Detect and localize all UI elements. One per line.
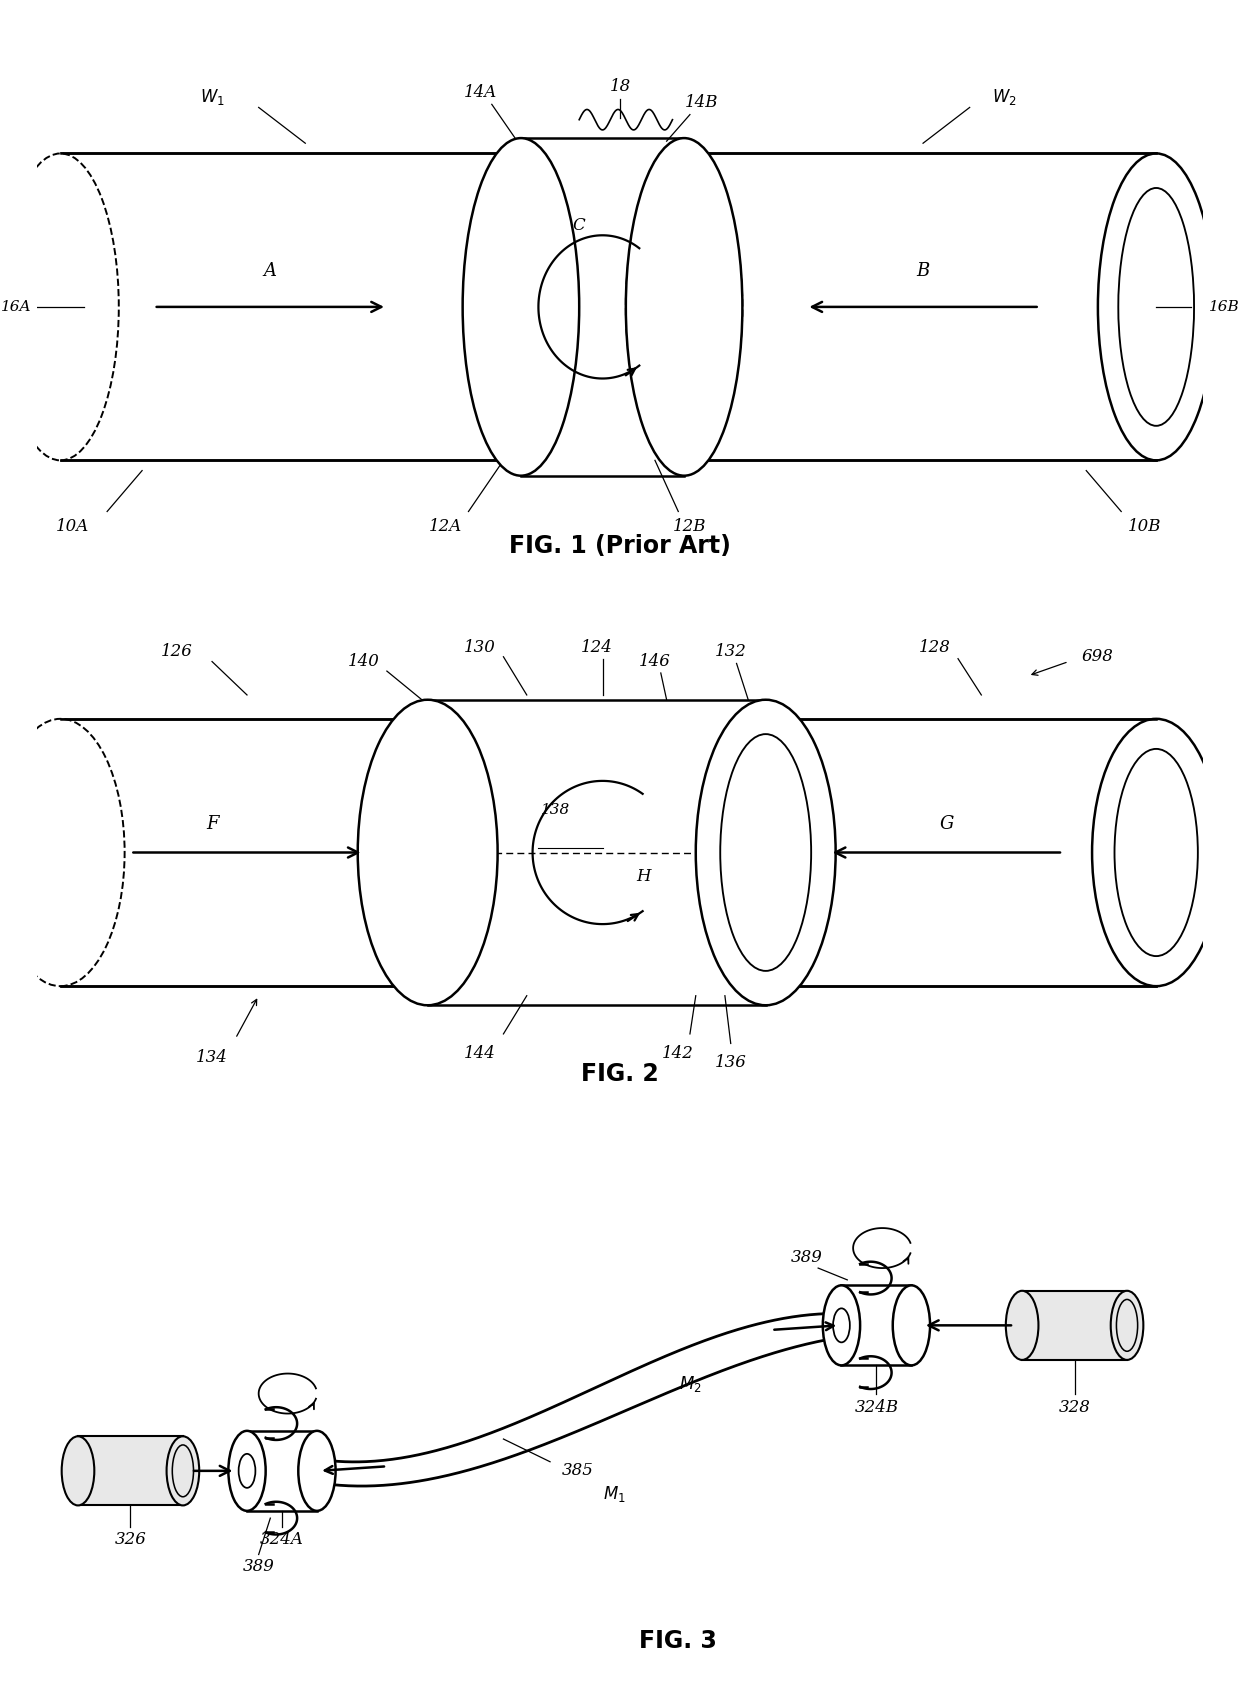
- Text: 142: 142: [662, 1045, 694, 1062]
- Polygon shape: [678, 153, 1156, 460]
- Text: 146: 146: [639, 653, 671, 670]
- Text: 136: 136: [714, 1054, 746, 1071]
- Text: 389: 389: [791, 1248, 822, 1265]
- Text: F: F: [206, 815, 218, 832]
- Text: 698: 698: [1083, 648, 1114, 665]
- Ellipse shape: [166, 1436, 200, 1506]
- Text: 126: 126: [161, 643, 193, 660]
- Text: 12A: 12A: [429, 518, 461, 535]
- Ellipse shape: [1116, 1299, 1137, 1352]
- Text: $M_2$: $M_2$: [678, 1374, 702, 1395]
- Text: 128: 128: [919, 639, 951, 656]
- Polygon shape: [521, 138, 684, 476]
- Ellipse shape: [823, 1286, 861, 1366]
- Text: 324B: 324B: [854, 1398, 899, 1415]
- Text: 385: 385: [562, 1463, 594, 1480]
- Text: C: C: [573, 217, 585, 234]
- Text: FIG. 1 (Prior Art): FIG. 1 (Prior Art): [510, 534, 730, 558]
- Polygon shape: [748, 720, 1156, 985]
- Text: 140: 140: [347, 653, 379, 670]
- Ellipse shape: [1115, 748, 1198, 957]
- Ellipse shape: [684, 720, 812, 985]
- Ellipse shape: [833, 1308, 849, 1342]
- Ellipse shape: [62, 1436, 94, 1506]
- Text: 16B: 16B: [1209, 300, 1239, 314]
- Ellipse shape: [2, 153, 119, 460]
- Ellipse shape: [172, 1444, 193, 1497]
- Ellipse shape: [238, 1454, 255, 1488]
- Ellipse shape: [1092, 720, 1220, 985]
- Text: 144: 144: [464, 1045, 496, 1062]
- Ellipse shape: [1097, 153, 1214, 460]
- Ellipse shape: [381, 720, 510, 985]
- Ellipse shape: [720, 735, 811, 970]
- Ellipse shape: [469, 153, 585, 460]
- Ellipse shape: [228, 1430, 265, 1511]
- Ellipse shape: [489, 188, 564, 426]
- Text: FIG. 3: FIG. 3: [640, 1628, 717, 1652]
- Ellipse shape: [463, 138, 579, 476]
- Text: 324A: 324A: [260, 1531, 304, 1548]
- Text: B: B: [916, 263, 930, 280]
- Ellipse shape: [626, 153, 743, 460]
- Ellipse shape: [1111, 1291, 1143, 1361]
- Polygon shape: [317, 1313, 842, 1487]
- Ellipse shape: [893, 1286, 930, 1366]
- Text: H: H: [636, 868, 651, 885]
- Text: 10A: 10A: [56, 518, 89, 535]
- Text: 326: 326: [114, 1531, 146, 1548]
- Polygon shape: [842, 1286, 911, 1366]
- Ellipse shape: [403, 748, 487, 957]
- Text: FIG. 2: FIG. 2: [582, 1062, 658, 1086]
- Ellipse shape: [1118, 188, 1194, 426]
- Text: A: A: [264, 263, 277, 280]
- Polygon shape: [428, 699, 766, 1006]
- Text: G: G: [939, 815, 954, 832]
- Text: 12B: 12B: [673, 518, 707, 535]
- Text: 124: 124: [580, 639, 613, 656]
- Text: 18: 18: [609, 78, 631, 95]
- Text: 16A: 16A: [1, 300, 31, 314]
- Polygon shape: [1022, 1291, 1127, 1361]
- Text: 389: 389: [243, 1558, 274, 1575]
- Ellipse shape: [620, 153, 737, 460]
- Ellipse shape: [0, 720, 124, 985]
- Text: 130: 130: [464, 639, 496, 656]
- Text: 10B: 10B: [1127, 518, 1162, 535]
- Text: 134: 134: [196, 1049, 228, 1066]
- Text: $W_1$: $W_1$: [200, 87, 224, 107]
- Polygon shape: [247, 1430, 317, 1511]
- Ellipse shape: [1006, 1291, 1038, 1361]
- Polygon shape: [61, 720, 445, 985]
- Text: 14A: 14A: [464, 84, 497, 101]
- Text: $W_2$: $W_2$: [992, 87, 1017, 107]
- Ellipse shape: [626, 138, 743, 476]
- Polygon shape: [61, 153, 527, 460]
- Ellipse shape: [299, 1430, 336, 1511]
- Text: 14B: 14B: [684, 94, 718, 111]
- Text: 138: 138: [542, 803, 570, 817]
- Ellipse shape: [696, 699, 836, 1006]
- Ellipse shape: [358, 699, 497, 1006]
- Text: $M_1$: $M_1$: [603, 1483, 625, 1504]
- Text: 132: 132: [714, 643, 746, 660]
- Text: 328: 328: [1059, 1398, 1090, 1415]
- Polygon shape: [78, 1436, 184, 1506]
